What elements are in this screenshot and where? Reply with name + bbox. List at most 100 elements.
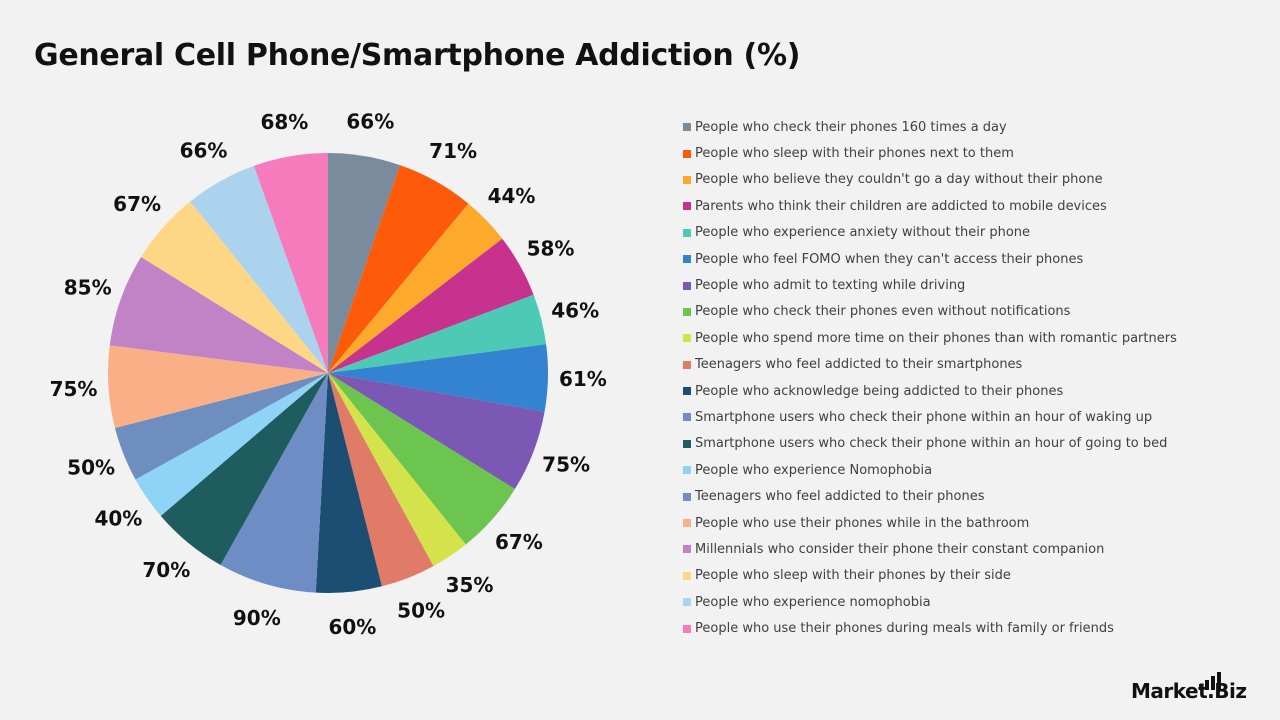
legend-swatch — [683, 360, 691, 369]
pie-slice — [328, 373, 515, 545]
pie-slice — [328, 165, 469, 373]
slice-value-label: 35% — [446, 573, 494, 597]
legend-item: People who sleep with their phones next … — [683, 140, 1177, 166]
legend-label: People who experience Nomophobia — [695, 462, 933, 478]
legend-swatch — [683, 571, 691, 580]
pie-slice — [328, 373, 545, 490]
pie-slice — [315, 373, 382, 594]
pie-slice — [328, 238, 534, 373]
slice-value-label: 44% — [488, 184, 536, 208]
legend-label: People who use their phones while in the… — [695, 515, 1030, 531]
legend-label: Teenagers who feel addicted to their pho… — [695, 489, 985, 505]
slice-value-label: 85% — [64, 276, 112, 300]
legend-swatch — [683, 519, 691, 528]
legend-item: People who experience anxiety without th… — [683, 220, 1177, 246]
pie-slice — [190, 165, 328, 373]
pie-slices — [107, 153, 549, 594]
pie-slice — [135, 373, 328, 516]
pie-slice — [328, 203, 503, 373]
slice-value-label: 90% — [233, 606, 281, 630]
slice-value-label: 66% — [180, 139, 228, 163]
legend-label: Smartphone users who check their phone w… — [695, 436, 1168, 452]
slice-value-label: 61% — [559, 367, 607, 391]
pie-slice — [328, 373, 434, 587]
pie-slice — [141, 201, 328, 373]
legend-swatch — [683, 281, 691, 290]
pie-slice — [160, 373, 328, 565]
legend-label: People who admit to texting while drivin… — [695, 278, 966, 294]
legend-item: People who sleep with their phones by th… — [683, 563, 1177, 589]
legend-item: People who feel FOMO when they can't acc… — [683, 246, 1177, 272]
slice-value-label: 46% — [551, 299, 599, 323]
legend-item: People who experience Nomophobia — [683, 457, 1177, 483]
legend-swatch — [683, 598, 691, 607]
legend-label: People who spend more time on their phon… — [695, 330, 1177, 346]
slice-value-label: 68% — [260, 110, 308, 134]
chart-title: General Cell Phone/Smartphone Addiction … — [34, 38, 801, 73]
legend-swatch — [683, 439, 691, 448]
legend-swatch — [683, 123, 691, 132]
legend-swatch — [683, 228, 691, 237]
slice-value-label: 60% — [328, 615, 376, 639]
legend-swatch — [683, 202, 691, 211]
legend-item: Millennials who consider their phone the… — [683, 536, 1177, 562]
logo-text: Market.Biz — [1131, 679, 1247, 703]
pie-slice — [328, 294, 547, 373]
market-biz-logo: Market.Biz — [1131, 668, 1261, 708]
logo-bars-icon — [1199, 670, 1239, 690]
legend-label: Teenagers who feel addicted to their sma… — [695, 357, 1023, 373]
legend-item: People who check their phones even witho… — [683, 299, 1177, 325]
legend-item: Parents who think their children are add… — [683, 193, 1177, 219]
legend-swatch — [683, 545, 691, 554]
legend-label: People who sleep with their phones next … — [695, 146, 1014, 162]
legend-item: People who spend more time on their phon… — [683, 325, 1177, 351]
slice-value-label: 75% — [542, 452, 590, 476]
pie-slice — [328, 373, 466, 567]
legend-item: People who experience nomophobia — [683, 589, 1177, 615]
pie-slice — [109, 256, 328, 373]
legend-item: People who check their phones 160 times … — [683, 114, 1177, 140]
legend-swatch — [683, 175, 691, 184]
slice-value-label: 70% — [142, 558, 190, 582]
slice-value-label: 50% — [397, 598, 445, 622]
pie-slice — [253, 153, 328, 373]
legend-label: People who experience nomophobia — [695, 594, 931, 610]
legend-label: People who check their phones 160 times … — [695, 119, 1007, 135]
legend-label: People who sleep with their phones by th… — [695, 568, 1011, 584]
legend-swatch — [683, 466, 691, 475]
chart-legend: People who check their phones 160 times … — [683, 114, 1177, 642]
legend-swatch — [683, 334, 691, 343]
pie-slice — [114, 373, 328, 480]
legend-item: Teenagers who feel addicted to their sma… — [683, 352, 1177, 378]
slice-value-label: 40% — [94, 506, 142, 530]
pie-labels: 66%71%44%58%46%61%75%67%35%50%60%90%70%4… — [50, 110, 607, 639]
legend-label: People who acknowledge being addicted to… — [695, 383, 1064, 399]
pie-slice — [220, 373, 328, 593]
slice-value-label: 67% — [113, 192, 161, 216]
legend-label: Smartphone users who check their phone w… — [695, 409, 1153, 425]
legend-label: People who feel FOMO when they can't acc… — [695, 251, 1084, 267]
legend-item: People who believe they couldn't go a da… — [683, 167, 1177, 193]
legend-swatch — [683, 149, 691, 158]
legend-swatch — [683, 255, 691, 264]
legend-swatch — [683, 492, 691, 501]
legend-swatch — [683, 307, 691, 316]
legend-label: People who experience anxiety without th… — [695, 225, 1031, 241]
legend-swatch — [683, 387, 691, 396]
pie-slice — [107, 345, 329, 428]
legend-label: People who believe they couldn't go a da… — [695, 172, 1103, 188]
legend-item: People who use their phones while in the… — [683, 510, 1177, 536]
legend-label: People who check their phones even witho… — [695, 304, 1071, 320]
legend-swatch — [683, 413, 691, 422]
legend-swatch — [683, 624, 691, 633]
legend-label: People who use their phones during meals… — [695, 621, 1114, 637]
slice-value-label: 67% — [495, 530, 543, 554]
legend-item: Smartphone users who check their phone w… — [683, 431, 1177, 457]
legend-item: People who acknowledge being addicted to… — [683, 378, 1177, 404]
legend-item: Smartphone users who check their phone w… — [683, 404, 1177, 430]
pie-slice — [328, 153, 400, 373]
slice-value-label: 50% — [67, 455, 115, 479]
legend-label: Parents who think their children are add… — [695, 198, 1107, 214]
legend-item: People who use their phones during meals… — [683, 615, 1177, 641]
